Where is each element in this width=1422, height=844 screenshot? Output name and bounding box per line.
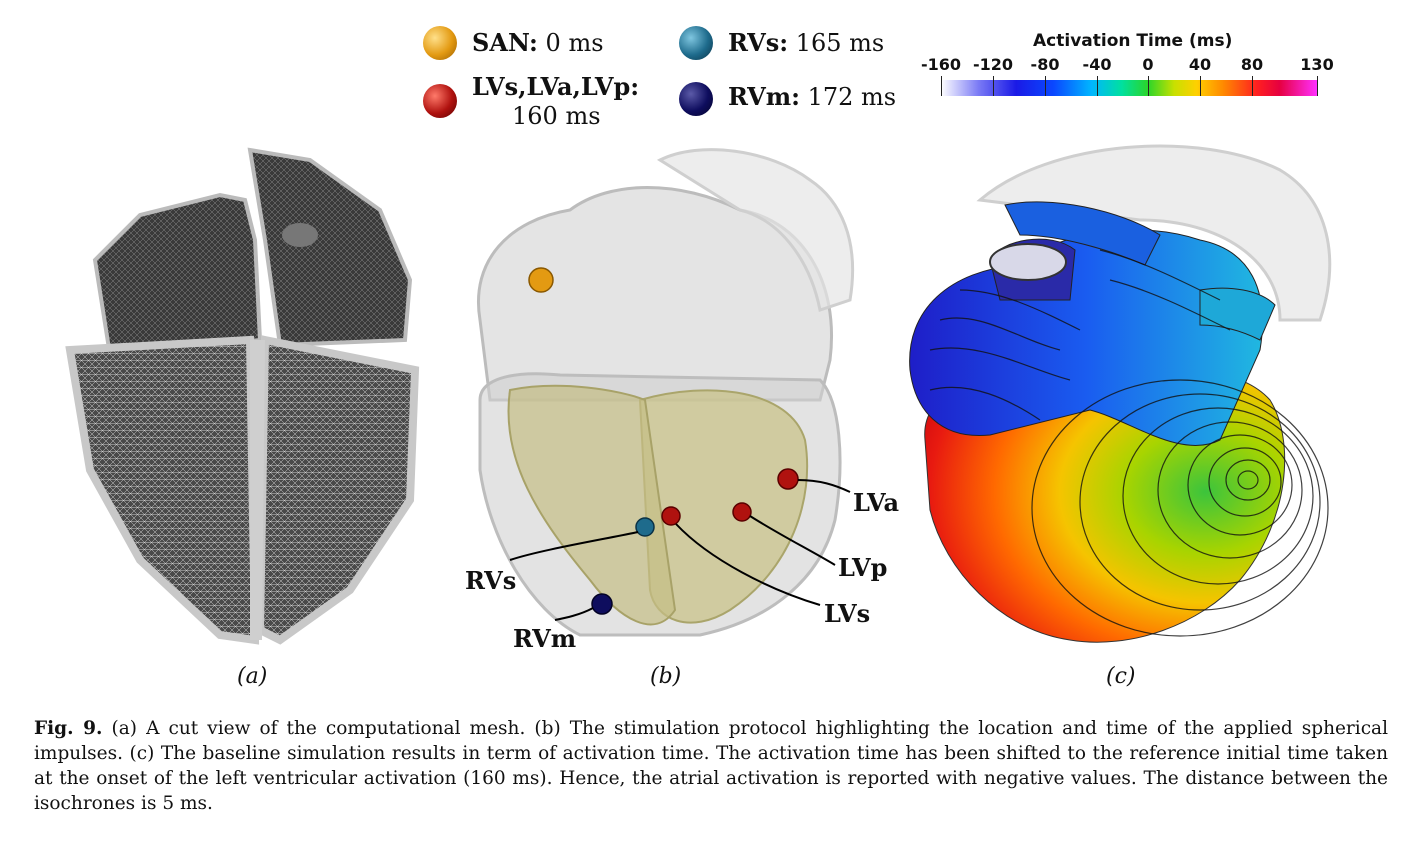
colorbar-tickmark (941, 76, 942, 96)
colorbar-tick: 0 (1142, 55, 1154, 74)
colorbar-tickmark (1252, 76, 1253, 96)
panel-a-mesh-image (65, 147, 420, 645)
legend-san-label: SAN: (472, 28, 538, 57)
mesh-septum (250, 340, 265, 640)
left-ventricle-cavity (638, 389, 809, 624)
mesh-left-atrium (92, 192, 263, 358)
colorbar-tickmark (1200, 76, 1201, 96)
lvs-sphere-icon (423, 84, 457, 118)
colorbar-tick: 40 (1188, 55, 1212, 74)
legend-rvs-value: 165 ms (795, 29, 885, 57)
legend-lvs-label: LVs,LVa,LVp: (472, 72, 640, 101)
legend-lvs: LVs,LVa,LVp: (472, 72, 639, 101)
legend-rvs-label: RVs: (728, 28, 789, 57)
rvs-sphere-icon (679, 26, 713, 60)
panel-c-activation-image (909, 144, 1332, 643)
legend-lvs-value: 160 ms (512, 102, 601, 130)
rvm-sphere-icon (679, 82, 713, 116)
colorbar-tick: 80 (1240, 55, 1264, 74)
lvp-sphere-icon (732, 502, 752, 522)
mesh-right-ventricle (255, 335, 420, 645)
colorbar-tickmark (1097, 76, 1098, 96)
colorbar-gradient (941, 80, 1317, 96)
rvm-sphere-icon (591, 593, 613, 615)
colorbar-tickmark (1148, 76, 1149, 96)
legend-rvm-label: RVm: (728, 82, 800, 111)
annotation-lvs: LVs (824, 599, 871, 628)
rvs-sphere-icon (635, 517, 655, 537)
colorbar-tick: -160 (920, 55, 962, 74)
lva-sphere-icon (777, 468, 799, 490)
colorbar-tickmark (993, 76, 994, 96)
lvs-sphere-icon (661, 506, 681, 526)
annotation-rvm: RVm (513, 624, 577, 653)
legend-rvm: RVm: 172 ms (728, 82, 896, 111)
colorbar-tickmark (1045, 76, 1046, 96)
san-sphere-icon (423, 26, 457, 60)
annotation-lvp: LVp (838, 553, 888, 582)
panel-b-protocol-image (477, 148, 855, 637)
colorbar-tick: -120 (972, 55, 1014, 74)
legend-rvm-value: 172 ms (807, 83, 897, 111)
annotation-lva: LVa (853, 488, 899, 517)
legend-san: SAN: 0 ms (472, 28, 604, 57)
colorbar-tick: -80 (1030, 55, 1060, 74)
mesh-right-atrium (247, 147, 413, 348)
mesh-left-ventricle (65, 335, 260, 645)
figure-number: Fig. 9. (34, 718, 103, 739)
colorbar-tickmark (1317, 76, 1318, 96)
isochrone-lines (929, 249, 1329, 637)
legend-san-value: 0 ms (545, 29, 604, 57)
panel-b-label: (b) (650, 664, 682, 689)
translucent-vessels (656, 148, 855, 312)
legend-rvs: RVs: 165 ms (728, 28, 884, 57)
colorbar-tick: 130 (1300, 55, 1334, 74)
figure-caption: Fig. 9. (a) A cut view of the computatio… (34, 716, 1388, 816)
panel-c-label: (c) (1106, 664, 1136, 689)
annotation-rvs: RVs (465, 566, 517, 595)
caption-text: (a) A cut view of the computational mesh… (34, 718, 1388, 814)
right-ventricle-cavity (507, 384, 677, 626)
colorbar-tick: -40 (1082, 55, 1112, 74)
colorbar-title: Activation Time (ms) (1033, 31, 1233, 51)
panel-a-label: (a) (237, 664, 268, 689)
san-sphere-icon (528, 267, 554, 293)
